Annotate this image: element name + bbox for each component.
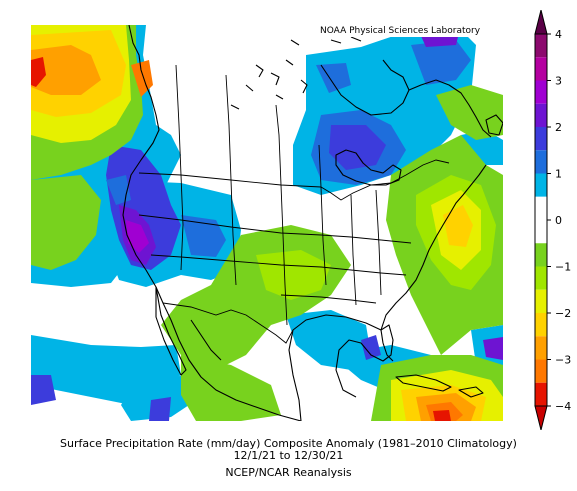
colorbar-top-arrow (534, 10, 548, 35)
colorbar-tick-label: −4 (555, 400, 571, 413)
very-wet-great-lakes-core (329, 125, 386, 170)
colorbar-band (535, 359, 547, 383)
colorbar-band (535, 103, 547, 127)
colorbar-tick-label: −3 (555, 354, 571, 367)
credit-label: NOAA Physical Sciences Laboratory (318, 25, 483, 37)
coastline-labrador (408, 79, 492, 138)
caption-title: Surface Precipitation Rate (mm/day) Comp… (60, 437, 517, 450)
colorbar-band (535, 57, 547, 81)
colorbar-band (535, 127, 547, 151)
coastline-great-lakes (335, 149, 402, 186)
colorbar-band (535, 173, 547, 197)
colorbar-band (535, 80, 547, 104)
very-wet-quebec (411, 40, 471, 85)
colorbar-legend: 4 3 2 1 0 −1 −2 −3 −4 (534, 10, 571, 430)
coastline-pacific (122, 25, 302, 421)
political-borders-layer (138, 64, 450, 344)
colorbar-tick-label: 3 (555, 75, 562, 88)
colorbar-band (535, 266, 547, 290)
very-wet-pacific-sw (31, 375, 56, 405)
caption-source: NCEP/NCAR Reanalysis (225, 466, 352, 479)
colorbar-bottom-arrow (534, 405, 548, 430)
border-us-mexico (162, 302, 294, 344)
colorbar-band (535, 336, 547, 360)
coastline-gulf-of-california (190, 319, 222, 361)
coastline-baja (155, 286, 187, 376)
coastline-gulf (288, 314, 394, 421)
colorbar-bands (534, 10, 548, 430)
dry-region-subtropical-red (433, 410, 451, 421)
colorbar-band (535, 34, 547, 58)
coastline-layer (122, 25, 503, 421)
colorbar-band (535, 289, 547, 313)
coastline-hudson-bay (320, 59, 410, 116)
colorbar-tick-label: 0 (555, 214, 562, 227)
coastline-arctic-islands (230, 36, 362, 110)
very-wet-pacific-south (149, 397, 171, 421)
colorbar-tick-label: 4 (555, 28, 562, 41)
colorbar-band (535, 150, 547, 174)
caption-period: 12/1/21 to 12/30/21 (233, 449, 344, 462)
dry-region-texas (256, 250, 331, 300)
colorbar-band (535, 243, 547, 267)
border-states (138, 174, 412, 326)
colorbar-band (535, 196, 547, 244)
coastline-cuba (395, 374, 452, 392)
dry-region-atlantic-peak (443, 205, 473, 247)
colorbar-tick-label: 2 (555, 121, 562, 134)
map-plot-area (31, 25, 503, 421)
colorbar-band (535, 382, 547, 406)
colorbar-tick-label: 1 (555, 168, 562, 181)
very-wet-gulf-spot (361, 335, 381, 360)
map-caption: Surface Precipitation Rate (mm/day) Comp… (0, 438, 577, 479)
dry-region-mexico-pacific (181, 355, 281, 421)
colorbar-ticks: 4 3 2 1 0 −1 −2 −3 −4 (547, 28, 571, 413)
coastline-florida (380, 329, 394, 362)
coastline-newfoundland (485, 114, 503, 136)
dry-region-labrador (436, 85, 503, 140)
very-wet-great-basin (181, 215, 226, 257)
coastline-atlantic (380, 164, 487, 331)
border-us-canada (138, 159, 450, 201)
anomaly-map (31, 25, 503, 421)
colorbar-tick-label: −2 (555, 307, 571, 320)
dry-region-gulf-of-alaska-max (31, 45, 101, 95)
anomaly-shading-layer (31, 25, 503, 421)
wet-region-atlantic-north (461, 130, 503, 165)
colorbar-tick-label: −1 (555, 261, 571, 274)
very-wet-bc (106, 175, 131, 205)
colorbar-band (535, 313, 547, 337)
dry-region-pacific-west (31, 175, 101, 270)
border-provinces (175, 64, 322, 188)
coastline-hispaniola (458, 386, 484, 398)
dry-region-gulf-of-alaska-extreme (31, 57, 46, 87)
very-wet-east-atlantic (483, 337, 503, 360)
